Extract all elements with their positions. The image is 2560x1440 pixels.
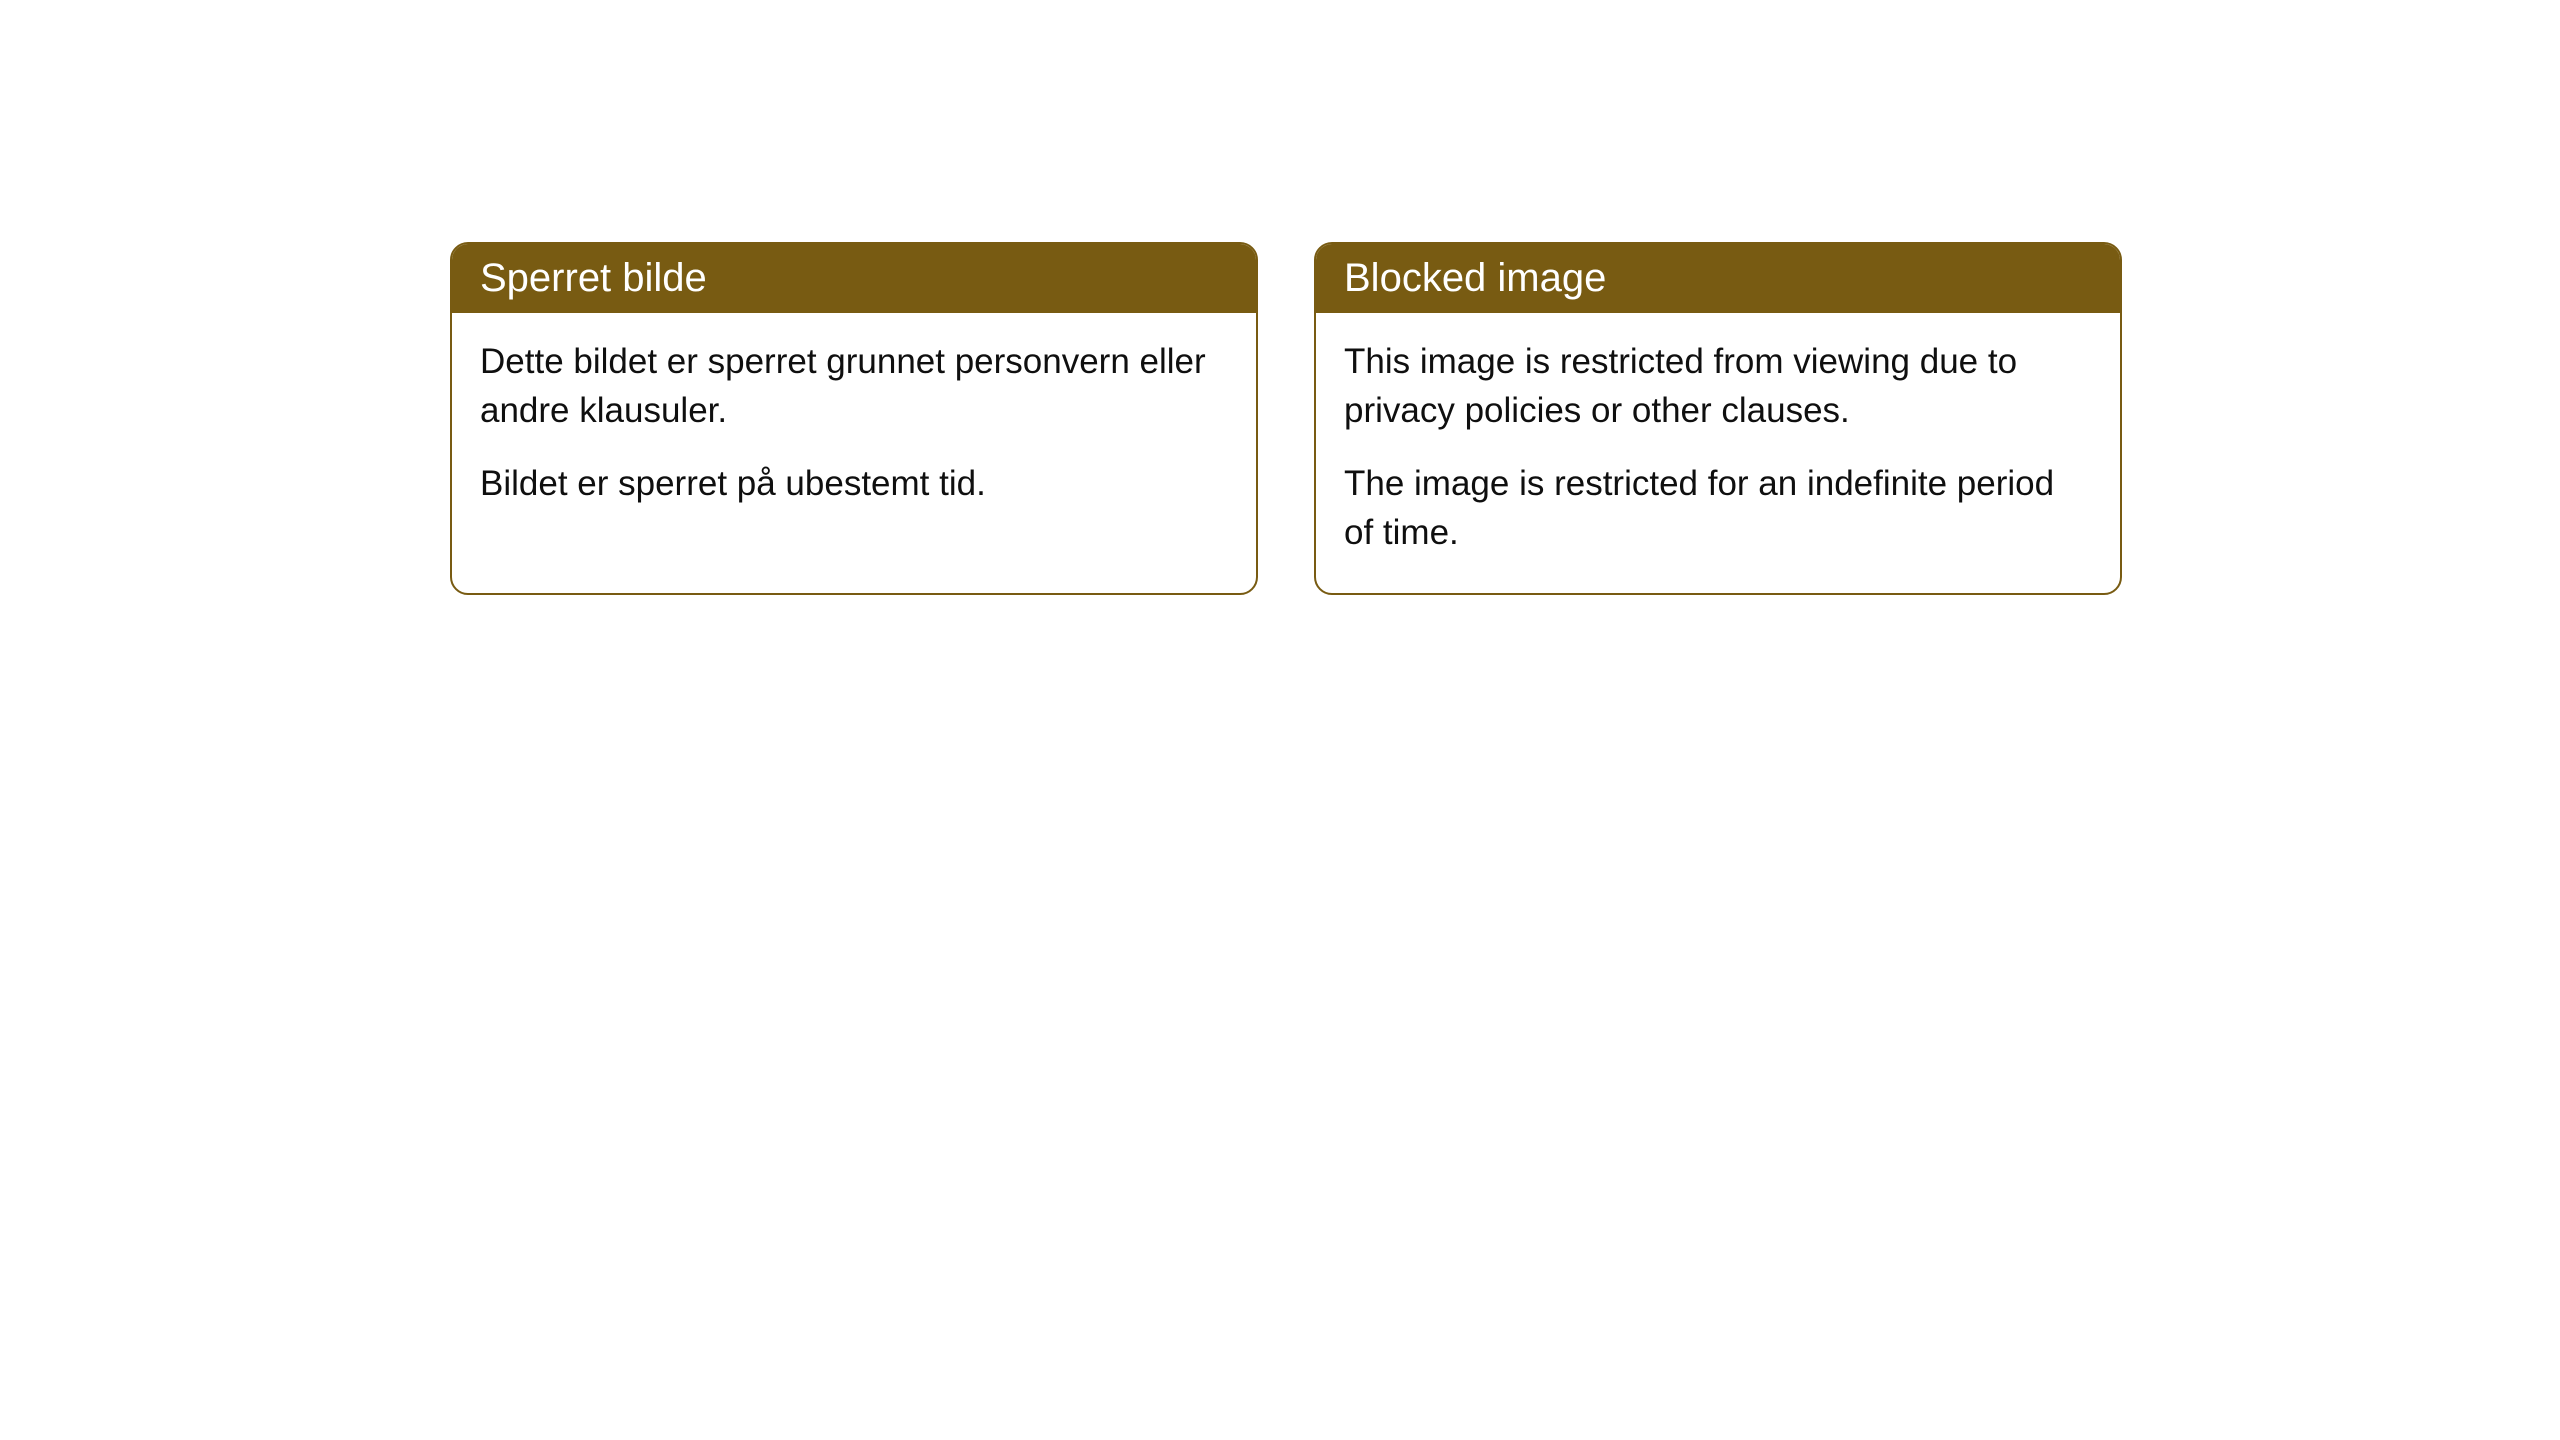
notice-paragraph: Dette bildet er sperret grunnet personve…: [480, 337, 1228, 435]
notice-paragraph: The image is restricted for an indefinit…: [1344, 459, 2092, 557]
notice-card-norwegian: Sperret bilde Dette bildet er sperret gr…: [450, 242, 1258, 595]
notice-paragraph: This image is restricted from viewing du…: [1344, 337, 2092, 435]
notice-paragraph: Bildet er sperret på ubestemt tid.: [480, 459, 1228, 508]
notice-header: Blocked image: [1316, 244, 2120, 313]
notice-title: Sperret bilde: [480, 256, 707, 300]
notice-title: Blocked image: [1344, 256, 1606, 300]
notice-body: This image is restricted from viewing du…: [1316, 313, 2120, 593]
notice-card-english: Blocked image This image is restricted f…: [1314, 242, 2122, 595]
notice-header: Sperret bilde: [452, 244, 1256, 313]
notice-body: Dette bildet er sperret grunnet personve…: [452, 313, 1256, 544]
notice-container: Sperret bilde Dette bildet er sperret gr…: [450, 242, 2122, 595]
